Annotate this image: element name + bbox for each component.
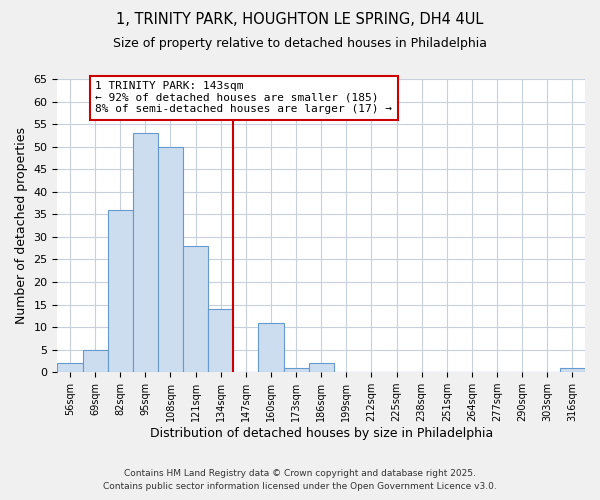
Y-axis label: Number of detached properties: Number of detached properties	[15, 127, 28, 324]
Bar	[308, 363, 334, 372]
Bar	[158, 146, 183, 372]
Bar	[58, 363, 83, 372]
Bar	[284, 368, 308, 372]
Text: 1 TRINITY PARK: 143sqm
← 92% of detached houses are smaller (185)
8% of semi-det: 1 TRINITY PARK: 143sqm ← 92% of detached…	[95, 82, 392, 114]
Text: Contains HM Land Registry data © Crown copyright and database right 2025.: Contains HM Land Registry data © Crown c…	[124, 468, 476, 477]
Text: Contains public sector information licensed under the Open Government Licence v3: Contains public sector information licen…	[103, 482, 497, 491]
Bar	[107, 210, 133, 372]
Text: 1, TRINITY PARK, HOUGHTON LE SPRING, DH4 4UL: 1, TRINITY PARK, HOUGHTON LE SPRING, DH4…	[116, 12, 484, 28]
Text: Size of property relative to detached houses in Philadelphia: Size of property relative to detached ho…	[113, 38, 487, 51]
Bar	[183, 246, 208, 372]
Bar	[259, 322, 284, 372]
Bar	[83, 350, 107, 372]
Bar	[133, 133, 158, 372]
Bar	[208, 309, 233, 372]
Bar	[560, 368, 585, 372]
X-axis label: Distribution of detached houses by size in Philadelphia: Distribution of detached houses by size …	[149, 427, 493, 440]
